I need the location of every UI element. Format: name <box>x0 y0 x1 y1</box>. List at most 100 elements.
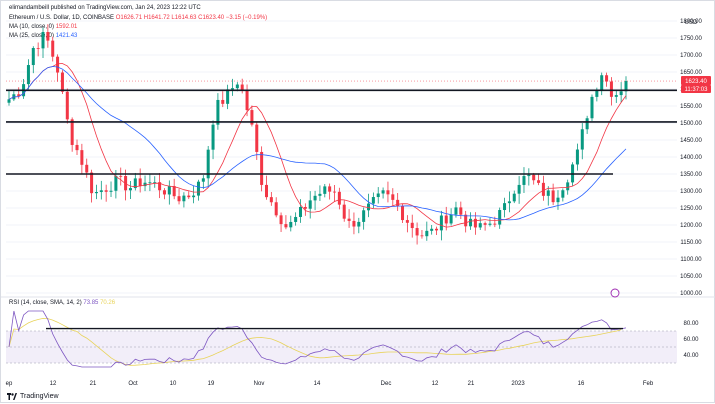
candle-body <box>483 223 487 225</box>
time-tick-label: 12 <box>432 381 439 387</box>
candle-body <box>405 220 409 223</box>
candle-body <box>192 195 196 198</box>
time-tick-label: 14 <box>314 381 321 387</box>
footer-brand[interactable]: TradingView <box>7 393 59 400</box>
candle-body <box>362 210 366 222</box>
candle-body <box>517 184 521 194</box>
time-tick-label: ep <box>6 381 13 387</box>
rsi-lines <box>8 310 627 368</box>
candle-body <box>17 94 21 97</box>
candle-body <box>605 75 609 82</box>
price-tick-label: 1500.00 <box>680 121 702 127</box>
price-axis: 1000.00 1050.00 1100.00 1150.00 1200.00 1250.… <box>680 19 702 297</box>
time-tick-label: Nov <box>254 381 265 387</box>
candle-body <box>99 190 103 193</box>
candle-body <box>206 149 210 179</box>
rsi-line <box>8 310 627 368</box>
candle-body <box>464 214 468 227</box>
candle-body <box>269 197 273 203</box>
candle-body <box>507 201 511 204</box>
candle-body <box>541 182 545 196</box>
candle-body <box>31 48 35 66</box>
candle-body <box>371 197 375 204</box>
event-marker-icon <box>610 288 620 298</box>
price-tick-label: 1100.00 <box>680 257 702 263</box>
ma25-label: MA (25, close, 0) <box>9 33 55 39</box>
candle-body <box>158 182 162 191</box>
candle-body <box>255 124 259 152</box>
rsi-label: RSI (14, close, SMA, 14, 2) <box>9 300 82 306</box>
price-badges: 1623.40 11:37:03 <box>6 76 711 94</box>
candle-body <box>459 207 463 215</box>
candle-body <box>216 99 220 125</box>
candle-body <box>226 89 230 104</box>
rsi-band-fill <box>6 331 677 363</box>
publisher-line: elimandambeill published on TradingView.… <box>9 4 201 12</box>
moving-averages <box>8 63 627 228</box>
symbol-title[interactable]: Ethereum / U.S. Dollar, 1D, COINBASE <box>9 15 115 21</box>
candle-body <box>386 190 390 195</box>
candle-body <box>148 182 152 184</box>
candle-body <box>332 191 337 193</box>
rsi-axis: 40.00 60.00 80.00 <box>683 321 699 359</box>
price-tick-label: 1000.00 <box>680 291 702 297</box>
candle-body <box>381 190 385 194</box>
candle-body <box>391 194 395 200</box>
candle-body <box>600 75 604 91</box>
time-tick-label: Feb <box>643 381 654 387</box>
price-tick-label: 1650.00 <box>680 70 702 76</box>
ma25-line <box>8 66 627 221</box>
ma25-legend[interactable]: MA (25, close, 0) 1421.43 <box>9 32 77 40</box>
candle-body <box>60 72 64 92</box>
time-tick-label: 12 <box>50 381 57 387</box>
candle-body <box>7 99 11 103</box>
candle-body <box>454 207 458 215</box>
candle-body <box>566 182 570 191</box>
candle-body <box>162 190 166 195</box>
candle-body <box>289 221 293 228</box>
candle-body <box>546 190 550 196</box>
ma10-legend[interactable]: MA (10, close, 0) 1592.01 <box>9 23 77 31</box>
candle-body <box>201 178 205 182</box>
candle-body <box>36 48 40 49</box>
candle-body <box>342 204 346 219</box>
candle-body <box>104 190 108 192</box>
time-tick-label: 19 <box>208 381 215 387</box>
candle-body <box>308 200 312 209</box>
candle-body <box>94 192 98 194</box>
price-tick-label: 1150.00 <box>680 240 702 246</box>
candle-body <box>90 172 94 194</box>
rsi-legend[interactable]: RSI (14, close, SMA, 14, 2) 73.85 70.26 <box>9 299 115 307</box>
candle-body <box>153 182 157 183</box>
event-marker <box>610 288 620 298</box>
candle-body <box>590 96 594 119</box>
candle-body <box>585 118 589 130</box>
rsi-sma-value: 70.26 <box>100 300 116 306</box>
candle-body <box>250 110 254 125</box>
candle-body <box>128 188 132 191</box>
candle-body <box>230 88 234 90</box>
candle-body <box>580 129 584 150</box>
candle-body <box>211 124 215 150</box>
candle-body <box>114 175 118 191</box>
candle-body <box>512 193 516 202</box>
candle-body <box>376 193 380 198</box>
candle-body <box>85 164 89 173</box>
symbol-line: Ethereum / U.S. Dollar, 1D, COINBASE O16… <box>9 14 267 22</box>
candle-body <box>396 199 400 206</box>
candle-body <box>415 228 419 236</box>
candles <box>7 24 628 245</box>
candle-body <box>75 144 79 151</box>
price-tick-label: 1300.00 <box>680 189 702 195</box>
candle-body <box>318 193 322 196</box>
price-tick-label: 1550.00 <box>680 104 702 110</box>
candle-body <box>401 205 405 221</box>
tradingview-logo-icon <box>7 393 17 400</box>
grid <box>1 20 715 298</box>
candle-body <box>298 207 303 217</box>
candle-body <box>367 203 371 211</box>
candle-body <box>323 186 327 194</box>
candle-body <box>182 195 186 202</box>
